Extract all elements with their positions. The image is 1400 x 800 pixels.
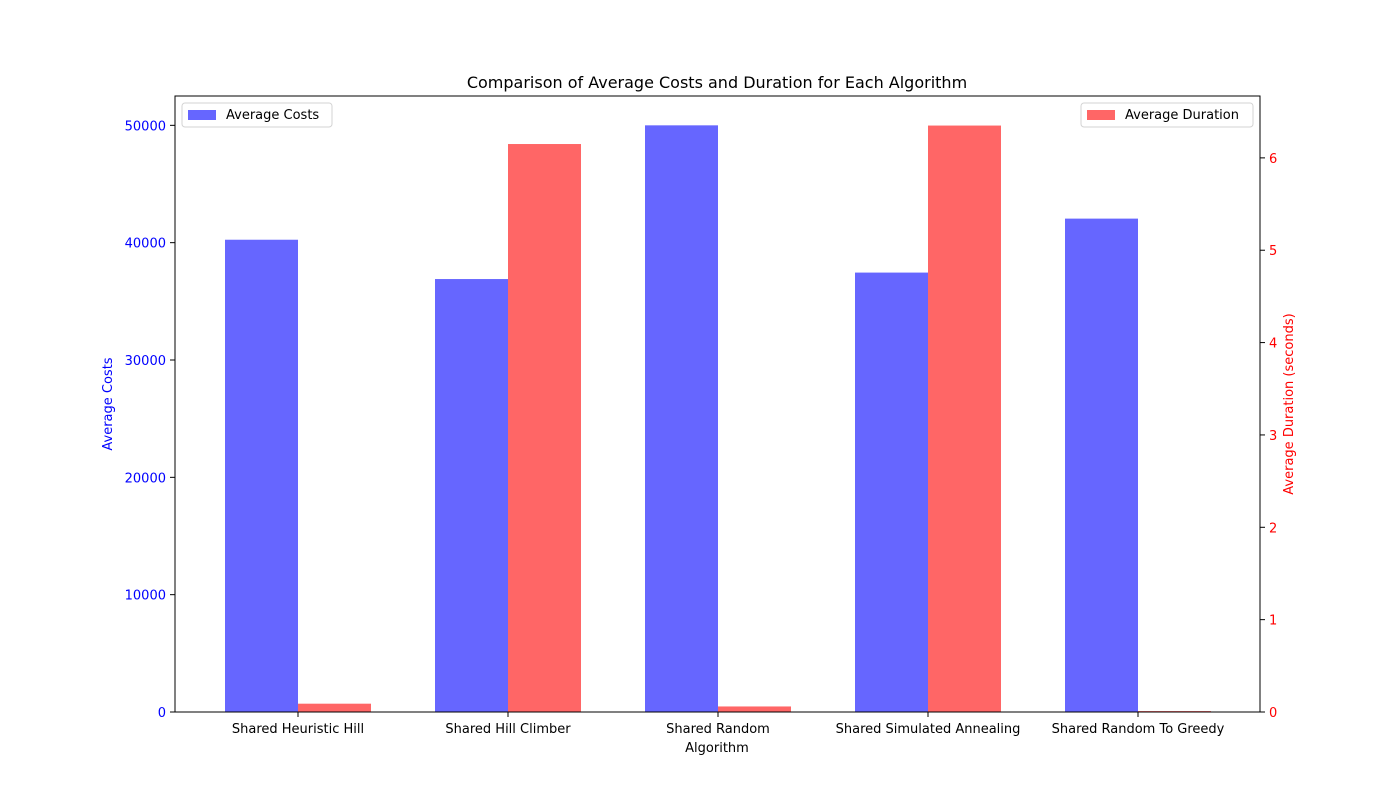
y-right-tick-label: 0 [1269,706,1277,721]
y-right-tick-label: 3 [1269,429,1277,444]
bar-average-duration [718,706,791,712]
y-left-tick-label: 10000 [125,589,166,604]
legend-costs: Average Costs [181,102,333,128]
y-axis-left-label: Average Costs [101,357,116,450]
y-right-tick-label: 5 [1269,244,1277,259]
x-tick-label: Shared Simulated Annealing [836,722,1021,737]
bar-average-duration [298,703,371,712]
bar-average-costs [1065,218,1138,712]
chart-title: Comparison of Average Costs and Duration… [467,73,967,92]
y-right-tick-label: 1 [1269,614,1277,629]
bar-average-duration [928,125,1001,712]
bar-average-duration [508,144,581,712]
y-right-tick-label: 4 [1269,337,1277,352]
bar-average-costs [645,125,718,713]
x-tick-label: Shared Random To Greedy [1052,722,1225,737]
y-left-tick-label: 0 [158,706,166,721]
bar-average-costs [435,279,508,712]
legend-costs-box [181,102,333,128]
x-tick-label: Shared Hill Climber [445,722,571,737]
ticks-layer: 0 10000 20000 30000 40000 50000 0 1 2 3 4 5 6 Shared … [125,119,1278,737]
legend-costs-swatch [188,110,216,120]
bars-layer [225,125,1211,713]
bar-average-costs [855,272,928,712]
y-axis-right-label: Average Duration (seconds) [1282,313,1297,494]
y-right-tick-label: 6 [1269,152,1277,167]
plot-frame [174,95,1261,713]
y-left-tick-label: 50000 [125,119,166,134]
bar-average-costs [225,239,298,712]
legend-duration-swatch [1087,110,1115,120]
y-left-tick-label: 20000 [125,471,166,486]
y-left-tick-label: 30000 [125,354,166,369]
legend-costs-label: Average Costs [226,108,319,123]
x-tick-label: Shared Heuristic Hill [232,722,364,737]
legend-duration: Average Duration [1080,102,1254,128]
y-left-tick-label: 40000 [125,237,166,252]
legend-duration-box [1080,102,1254,128]
x-tick-label: Shared Random [666,722,770,737]
legend-duration-label: Average Duration [1125,108,1239,123]
x-axis-label: Algorithm [685,741,749,756]
y-right-tick-label: 2 [1269,521,1277,536]
